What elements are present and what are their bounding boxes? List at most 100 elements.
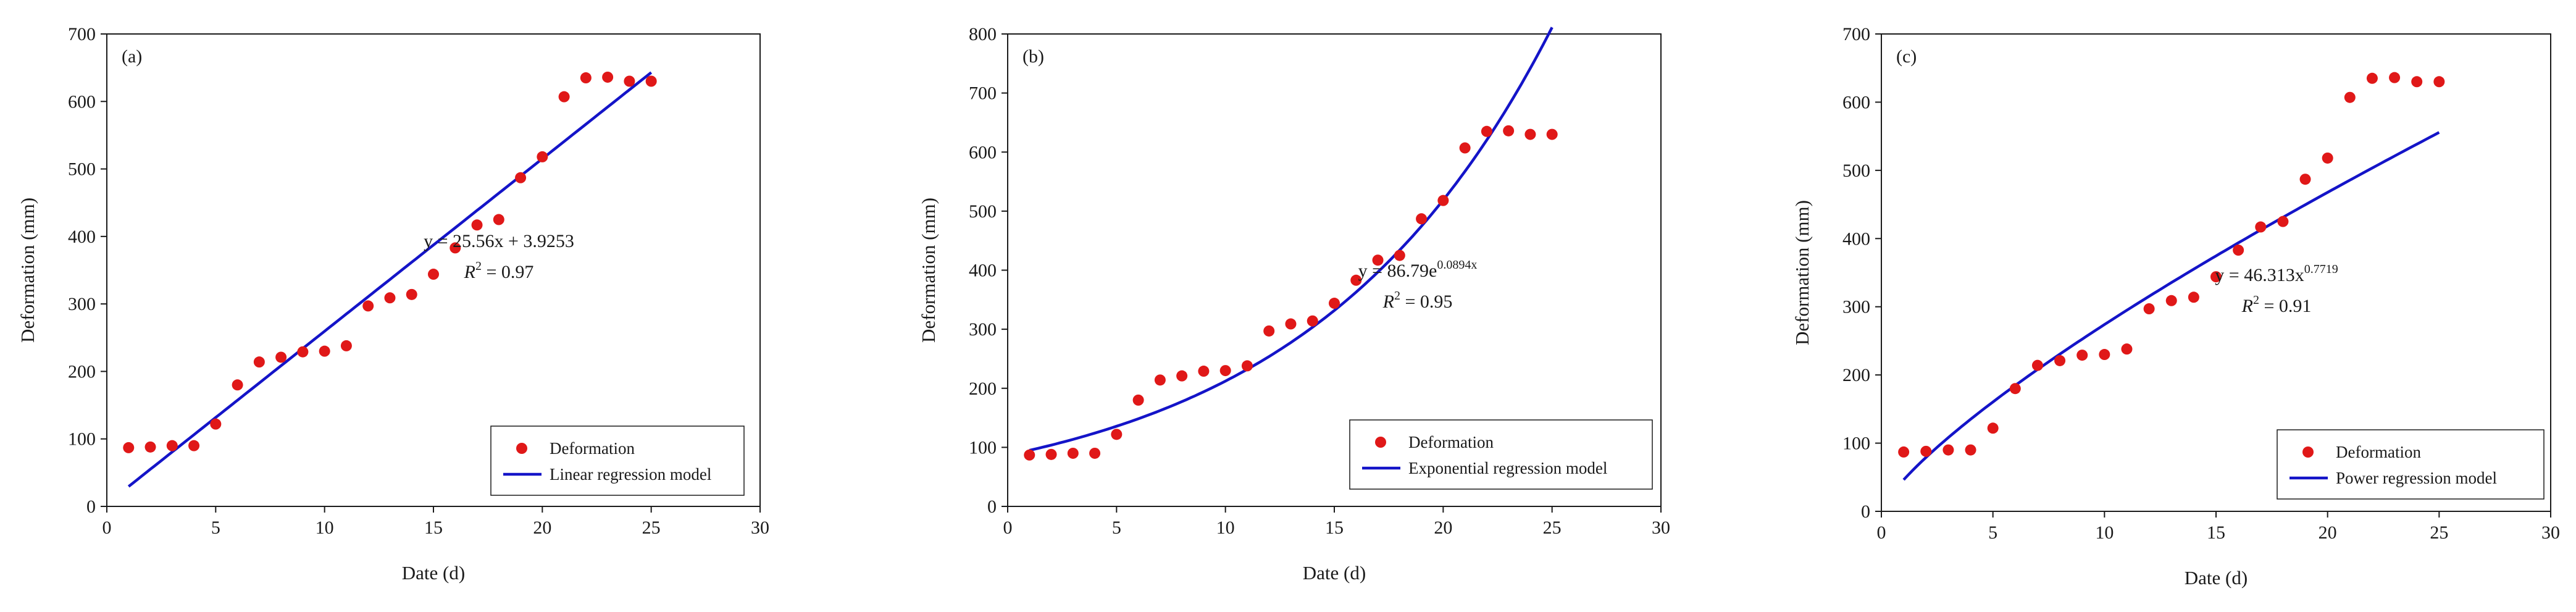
data-point [2009,383,2021,395]
data-point [1154,374,1166,386]
data-point [2143,303,2155,315]
y-tick-label: 700 [969,83,997,104]
data-point [1350,274,1362,286]
data-point [144,441,156,453]
data-point [188,440,200,451]
data-point [1898,446,1910,458]
data-point [1503,125,1515,136]
y-tick-label: 700 [68,24,96,44]
legend-box [490,425,745,496]
data-point [1111,429,1123,440]
y-axis-title: Deformation (mm) [17,198,38,343]
panel-label: (a) [122,46,142,67]
x-tick-label: 5 [1988,522,1997,543]
legend-point-marker [2302,446,2314,458]
y-tick-label: 300 [68,294,96,314]
data-point [2233,245,2244,256]
y-tick-label: 600 [969,142,997,162]
legend-points-label: Deformation [1408,433,1494,451]
data-point [1045,448,1057,460]
data-point [580,72,592,84]
y-tick-label: 600 [1842,92,1870,112]
r-squared-text: R2 = 0.95 [1382,289,1453,312]
data-point [2299,174,2311,185]
x-tick-label: 10 [1216,518,1235,538]
y-tick-label: 400 [68,227,96,247]
y-tick-label: 200 [969,379,997,399]
panel-label: (c) [1896,46,1917,67]
data-point [210,418,222,430]
data-point [123,442,135,453]
y-tick-label: 500 [68,159,96,180]
data-point [2054,354,2066,366]
data-point [1089,447,1101,459]
data-point [1437,195,1449,206]
legend-point-marker [1375,437,1386,448]
x-axis-title: Date (d) [402,562,465,584]
data-point [1987,422,1999,434]
y-tick-label: 300 [969,319,997,340]
y-tick-label: 700 [1842,24,1870,44]
legend-line-label: Linear regression model [550,465,711,484]
regression-line [1029,27,1554,452]
data-point [645,75,657,87]
data-point [319,345,330,357]
x-axis-title: Date (d) [2185,567,2248,589]
x-tick-label: 10 [2095,522,2114,543]
data-point [2099,349,2110,361]
x-tick-label: 20 [2319,522,2337,543]
y-axis-title: Deformation (mm) [1791,200,1813,345]
y-tick-label: 100 [969,437,997,458]
data-point [2210,271,2222,283]
chart-panel-2: 0 5 10 15 20 25 300100200300400500600700800Dat… [918,24,1670,584]
data-point [2433,76,2445,88]
y-tick-label: 100 [68,429,96,450]
data-point [275,351,287,363]
data-point [2031,359,2043,371]
regression-line [1902,131,2440,481]
y-tick-label: 300 [1842,297,1870,317]
x-tick-label: 25 [2430,522,2448,543]
data-point [1241,360,1253,372]
data-point [1067,447,1079,459]
x-tick-label: 15 [424,518,443,538]
data-point [1394,249,1405,261]
data-point [2255,221,2267,233]
data-point [2366,72,2378,84]
data-point [450,242,461,254]
legend-points-label: Deformation [550,439,635,458]
data-point [166,440,178,451]
data-point [1920,445,1932,457]
data-point [232,379,243,391]
data-point [1198,366,1210,377]
x-tick-label: 0 [102,518,112,538]
data-point [1524,128,1536,140]
x-tick-label: 15 [2207,522,2225,543]
y-tick-label: 100 [1842,434,1870,454]
data-point [1459,142,1471,154]
y-tick-label: 500 [1842,161,1870,181]
legend-box [1349,419,1653,490]
data-point [406,288,417,300]
data-point [493,214,504,225]
x-tick-label: 0 [1877,522,1886,543]
x-tick-label: 25 [642,518,661,538]
y-tick-label: 200 [1842,365,1870,385]
y-tick-label: 0 [1861,501,1870,522]
x-tick-label: 15 [1325,518,1344,538]
data-point [2188,291,2199,303]
data-point [2389,72,2401,83]
data-point [1481,125,1492,137]
data-point [1965,444,1976,456]
data-point [471,219,483,231]
data-point [1546,128,1558,140]
y-tick-label: 400 [969,261,997,281]
data-point [362,300,374,312]
data-point [2165,295,2177,306]
x-tick-label: 5 [211,518,220,538]
y-tick-label: 500 [969,201,997,222]
y-tick-label: 0 [86,497,96,517]
legend: Deformation Exponential regression model [1349,419,1653,490]
